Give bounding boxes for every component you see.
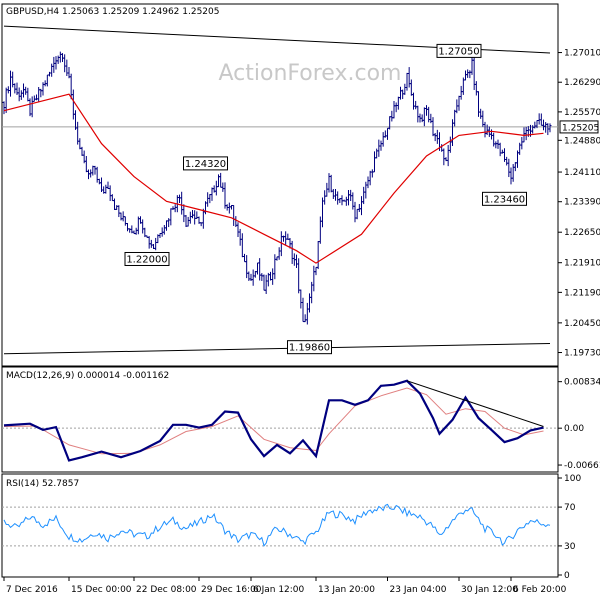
price-callout-box <box>482 191 527 206</box>
rsi-y-tick-label: 100 <box>564 474 581 484</box>
price-y-axis: 1.27010 1.26290 1.25570 1.24880 1.24110 1.233… <box>558 49 600 359</box>
x-tick-label: 22 Dec 08:00 <box>136 585 197 595</box>
price-callout-box <box>436 43 482 58</box>
price-callout: 1.24320 <box>183 156 228 171</box>
price-callout-box <box>183 156 228 171</box>
macd-y-axis: 0.008341 0.00 -0.00661 <box>558 378 600 471</box>
x-tick-label: 23 Jan 04:00 <box>390 585 447 595</box>
macd-y-tick-label: 0.008341 <box>564 378 600 388</box>
price-trendline-1 <box>3 342 551 355</box>
price-panel: ActionForex.com GBPUSD,H4 1.25063 1.2520… <box>1 3 600 367</box>
macd-y-tick-label: 0.00 <box>564 424 584 434</box>
current-price-box <box>559 120 599 134</box>
rsi-y-tick-label: 30 <box>564 542 576 552</box>
price-callout: 1.23460 <box>482 191 527 206</box>
macd-panel: MACD(12,26,9) 0.000014 -0.001162 0.00834… <box>1 366 600 473</box>
macd-line-macd <box>3 379 544 462</box>
x-tick-label: 6 Jan 12:00 <box>253 585 305 595</box>
x-tick-label: 29 Dec 16:00 <box>201 585 262 595</box>
macd-trendline-0 <box>406 380 544 427</box>
rsi-panel: RSI(14) 52.7857 100 70 30 0 <box>1 473 581 581</box>
price-y-tick-label: 1.21190 <box>564 288 600 298</box>
sma-line <box>3 93 544 264</box>
price-y-tick-label: 1.22650 <box>564 228 600 238</box>
price-y-tick-label: 1.21910 <box>564 259 600 269</box>
price-callout-box <box>124 251 170 266</box>
price-y-tick-label: 1.26290 <box>564 78 600 88</box>
price-y-tick-label: 1.24880 <box>564 136 600 146</box>
rsi-title: RSI(14) 52.7857 <box>6 479 79 489</box>
price-callout-label: 1.19860 <box>289 343 330 354</box>
x-tick-label: 7 Dec 2016 <box>6 585 58 595</box>
x-tick-label: 6 Feb 20:00 <box>513 585 567 595</box>
price-callout-box <box>287 340 332 355</box>
rsi-series <box>2 503 558 547</box>
price-callout-label: 1.27050 <box>438 46 479 57</box>
x-axis: 7 Dec 2016 15 Dec 00:00 22 Dec 08:00 29 Dec… <box>3 577 567 595</box>
x-tick-label: 13 Jan 20:00 <box>318 585 375 595</box>
rsi-line <box>3 503 551 547</box>
price-callout: 1.22000 <box>124 251 170 266</box>
price-callout-label: 1.23460 <box>484 194 525 205</box>
price-series: 1.24320 1.22000 1.19860 1.27050 1.23460 <box>2 25 558 355</box>
price-callout: 1.19860 <box>287 340 332 355</box>
rsi-y-axis: 100 70 30 0 <box>558 474 581 581</box>
price-y-tick-label: 1.27010 <box>564 49 600 59</box>
price-y-tick-label: 1.25570 <box>564 108 600 118</box>
x-tick-label: 30 Jan 12:00 <box>461 585 518 595</box>
rsi-y-tick-label: 70 <box>564 503 576 513</box>
macd-title: MACD(12,26,9) 0.000014 -0.001162 <box>6 371 169 381</box>
current-price-label: 1.25205 <box>562 123 599 133</box>
price-y-tick-label: 1.24110 <box>564 168 600 178</box>
price-title: GBPUSD,H4 1.25063 1.25209 1.24962 1.2520… <box>6 7 219 17</box>
price-y-tick-label: 1.19730 <box>564 349 600 359</box>
macd-y-tick-label: -0.00661 <box>564 461 600 471</box>
x-tick-label: 15 Dec 00:00 <box>71 585 132 595</box>
watermark: ActionForex.com <box>219 61 402 86</box>
price-callout-label: 1.24320 <box>185 159 226 170</box>
price-callout: 1.27050 <box>436 43 482 58</box>
price-callout-label: 1.22000 <box>126 254 167 265</box>
price-y-tick-label: 1.23390 <box>564 198 600 208</box>
price-y-tick-label: 1.20450 <box>564 319 600 329</box>
rsi-y-tick-label: 0 <box>564 571 570 581</box>
macd-series <box>2 379 558 462</box>
